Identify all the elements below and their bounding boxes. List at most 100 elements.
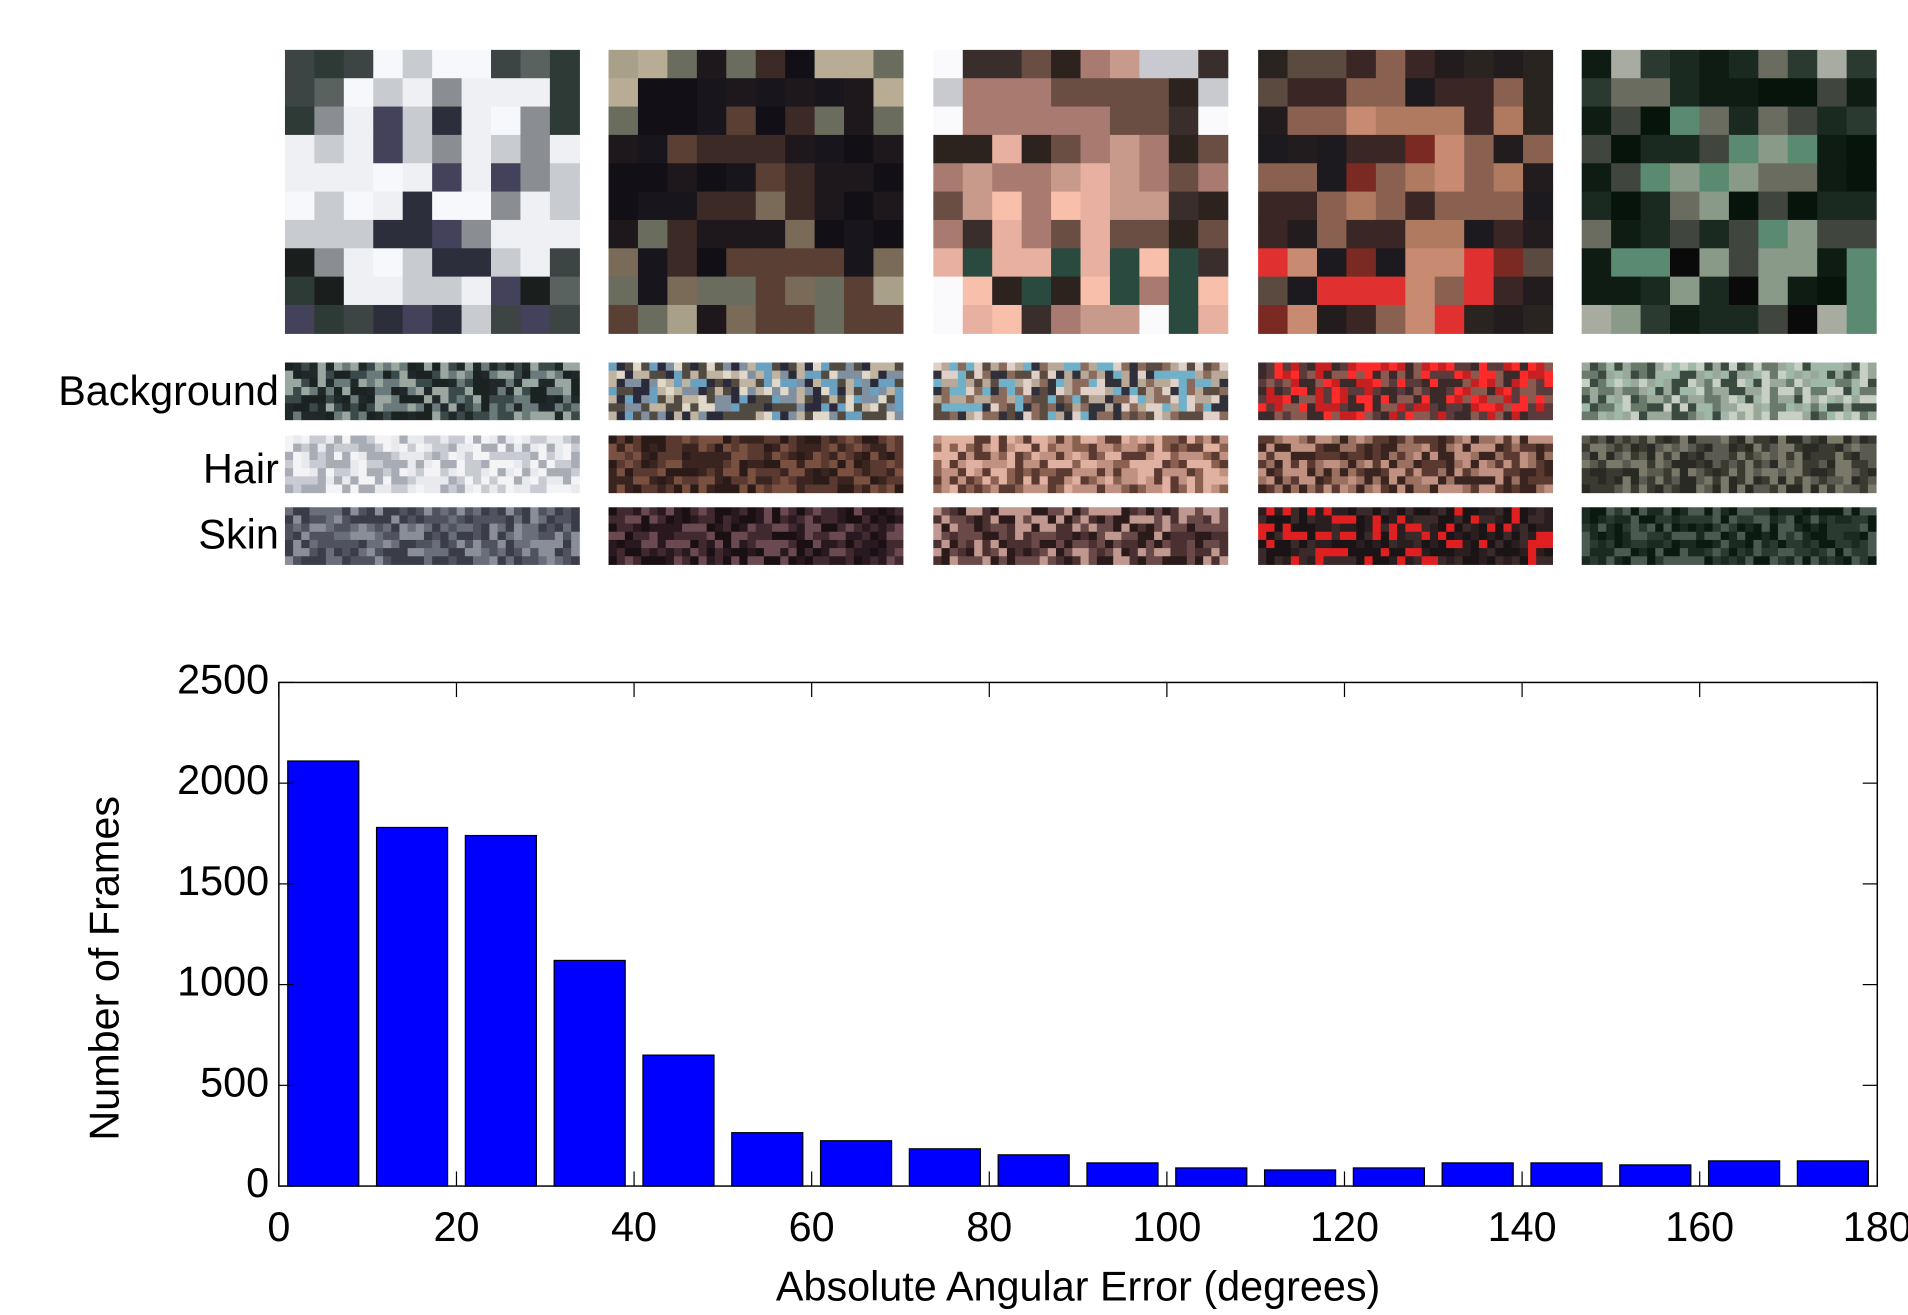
pixel [788,556,797,565]
pixel [895,556,904,565]
pixel [1162,476,1171,485]
pixel [1097,387,1106,396]
pixel [707,371,716,380]
pixel [785,135,815,164]
pixel [1332,485,1341,494]
pixel [1704,435,1713,444]
pixel [344,163,374,192]
pixel [1381,540,1390,549]
pixel [963,107,993,136]
pixel [506,468,515,477]
pixel [1788,277,1818,306]
pixel [1373,460,1382,469]
pixel [1081,395,1090,404]
pixel [448,540,457,549]
pixel [440,532,449,541]
pixel [373,305,403,334]
pixel [1794,379,1803,388]
pixel [1819,395,1828,404]
pixel [813,395,822,404]
pixel [1827,485,1836,494]
pixel [764,371,773,380]
pixel [788,371,797,380]
pixel [301,468,310,477]
pixel [933,107,963,136]
pixel [1258,468,1267,477]
pixel [1623,363,1632,372]
pixel [829,468,838,477]
pixel [1040,515,1049,524]
pixel [1315,548,1324,557]
pixel [424,363,433,372]
pixel [1211,485,1220,494]
pixel [408,387,417,396]
pixel [547,403,556,412]
pixel [1606,548,1615,557]
pixel [846,379,855,388]
pixel [1463,395,1472,404]
pixel [1487,507,1496,516]
pixel [658,395,667,404]
pixel [1503,540,1512,549]
pixel [318,515,327,524]
pixel [1317,163,1347,192]
pixel [1274,444,1283,453]
pixel [1860,540,1869,549]
pixel [982,452,991,461]
pixel [547,452,556,461]
pixel [555,548,564,557]
pixel [1737,468,1746,477]
pixel [1670,192,1700,221]
pixel [334,476,343,485]
pixel [1762,435,1771,444]
pixel [829,476,838,485]
pixel [1413,515,1422,524]
pixel [1680,548,1689,557]
pixel [1721,371,1730,380]
pixel [1346,163,1376,192]
pixel [285,435,294,444]
pixel [1187,444,1196,453]
pixel [1611,277,1641,306]
pixel [873,107,903,136]
pixel [1413,476,1422,485]
pixel [1056,444,1065,453]
pixel [1332,363,1341,372]
pixel [293,532,302,541]
pixel [1220,507,1229,516]
pixel [1753,460,1762,469]
pixel [756,435,765,444]
pixel [1721,485,1730,494]
pixel [1113,371,1122,380]
pixel [1266,371,1275,380]
pixel [538,444,547,453]
pixel [1745,548,1754,557]
pixel [821,507,830,516]
pixel [1381,460,1390,469]
pixel [941,444,950,453]
pixel [1536,540,1545,549]
pixel [682,395,691,404]
pixel [821,395,830,404]
pixel [991,444,1000,453]
pixel [698,435,707,444]
pixel [1170,476,1179,485]
pixel [1512,363,1521,372]
pixel [1220,556,1229,565]
pixel [1299,476,1308,485]
pixel [895,403,904,412]
pixel [609,363,618,372]
pixel [1811,468,1820,477]
pixel [862,485,871,494]
pixel [1713,444,1722,453]
pixel [1631,371,1640,380]
pixel [1770,532,1779,541]
pixel [1110,248,1140,277]
pixel [481,507,490,516]
pixel [1479,540,1488,549]
pixel [1170,452,1179,461]
pixel [1852,371,1861,380]
pixel [1081,468,1090,477]
pixel [756,371,765,380]
pixel [1544,379,1553,388]
